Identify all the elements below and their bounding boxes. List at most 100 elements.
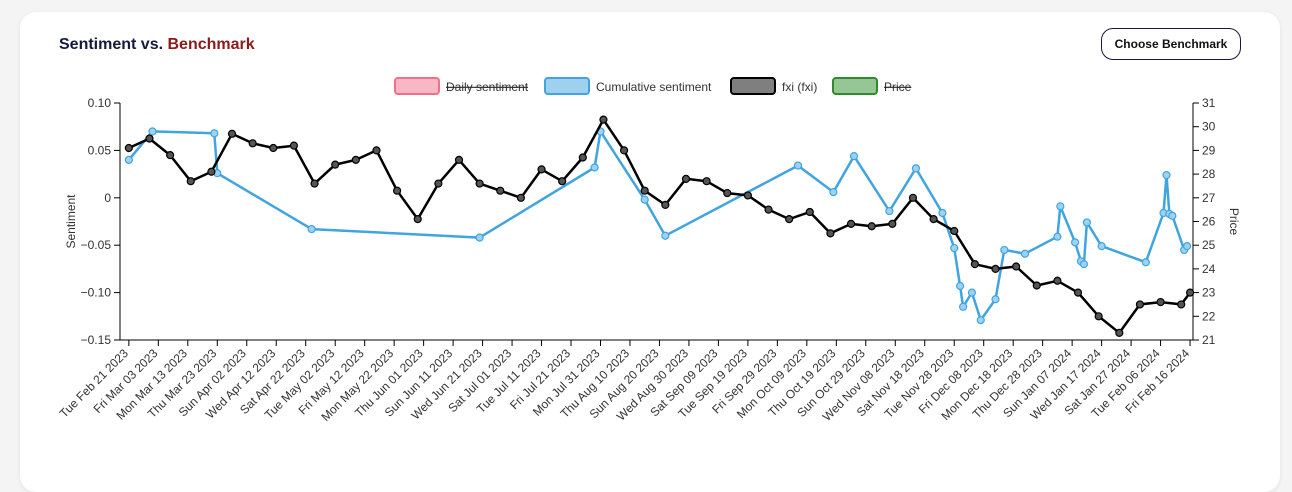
data-point xyxy=(958,302,968,311)
legend-label: fxi (fxi) xyxy=(782,80,817,94)
legend-swatch xyxy=(544,77,590,95)
y-tick-label: 0.10 xyxy=(88,96,112,110)
legend-item[interactable]: fxi (fxi) xyxy=(730,77,817,95)
y2-tick-label: 28 xyxy=(1202,167,1216,181)
data-point xyxy=(145,134,154,143)
data-point xyxy=(372,146,381,155)
data-point xyxy=(1168,211,1177,220)
data-point xyxy=(1000,245,1009,255)
data-point xyxy=(454,155,464,164)
data-point xyxy=(1156,297,1165,307)
chart: 0.10 0.05 0 −0.05 −0.10 −0.15 21 22 23 24 25 26 27 28… xyxy=(57,77,1241,424)
legend-item[interactable]: Cumulative sentiment xyxy=(544,77,712,95)
data-point xyxy=(846,219,856,228)
data-point xyxy=(976,315,985,325)
data-point xyxy=(599,115,608,124)
data-point xyxy=(207,167,216,176)
data-point xyxy=(967,288,977,297)
y-tick-label: −0.05 xyxy=(81,238,112,252)
data-point xyxy=(1053,276,1062,285)
data-point xyxy=(1162,170,1171,180)
data-point xyxy=(661,231,670,240)
data-point xyxy=(1032,281,1041,290)
data-point xyxy=(867,222,876,231)
data-point xyxy=(1070,238,1080,247)
y-tick-label: 0.05 xyxy=(88,143,112,157)
data-point xyxy=(950,243,959,253)
data-point xyxy=(702,177,711,186)
data-point xyxy=(785,215,794,224)
data-point xyxy=(269,143,278,153)
data-point xyxy=(392,186,402,195)
data-point xyxy=(849,151,859,161)
data-point xyxy=(351,155,360,164)
data-point xyxy=(148,127,157,136)
data-point xyxy=(1097,242,1106,251)
title: Sentiment vs. Benchmark xyxy=(59,36,255,54)
legend-label: Daily sentiment xyxy=(446,80,529,94)
data-point xyxy=(885,206,894,216)
y2-tick-label: 24 xyxy=(1202,262,1216,276)
data-point xyxy=(1185,288,1195,297)
y-tick-label: 0 xyxy=(104,191,111,205)
data-point xyxy=(805,207,814,217)
title-text: Sentiment vs. xyxy=(59,36,164,53)
data-point xyxy=(1012,262,1021,271)
title-highlight: Benchmark xyxy=(167,36,255,53)
y2-tick-label: 21 xyxy=(1202,333,1216,347)
y2-axis-title: Price xyxy=(1227,208,1241,236)
data-point xyxy=(1177,300,1186,309)
data-point xyxy=(991,264,1000,273)
data-point xyxy=(681,174,691,183)
data-point xyxy=(826,229,835,238)
y-axis-title: Sentiment xyxy=(64,194,78,249)
data-point xyxy=(1082,218,1091,227)
data-point xyxy=(938,208,947,218)
data-point xyxy=(210,129,219,138)
data-point xyxy=(1056,202,1065,211)
data-point xyxy=(310,179,319,188)
data-point xyxy=(124,155,133,164)
data-point xyxy=(166,151,175,160)
data-point xyxy=(516,193,526,202)
data-point xyxy=(475,179,484,188)
legend-item[interactable]: Price xyxy=(832,77,912,95)
data-point xyxy=(991,295,1000,304)
data-point xyxy=(289,141,299,150)
data-point xyxy=(829,188,838,197)
data-point xyxy=(640,186,649,195)
legend-swatch xyxy=(730,77,776,95)
data-point xyxy=(1079,260,1089,269)
y2-tick-label: 25 xyxy=(1202,238,1216,252)
y2-tick-label: 22 xyxy=(1202,309,1216,323)
data-point xyxy=(970,260,979,269)
y2-tick-label: 23 xyxy=(1202,286,1216,300)
series-line xyxy=(127,130,1189,322)
page: Sentiment vs. Benchmark Choose Benchmark… xyxy=(20,12,1280,492)
data-point xyxy=(793,161,803,170)
data-point xyxy=(307,224,316,234)
data-point xyxy=(956,281,965,291)
data-point xyxy=(950,226,959,236)
legend-label: Cumulative sentiment xyxy=(596,80,712,94)
data-point xyxy=(911,164,921,173)
data-point xyxy=(661,200,670,210)
data-point xyxy=(496,186,505,195)
legend-label: Price xyxy=(884,80,912,94)
chart-card: Sentiment vs. Benchmark Choose Benchmark xyxy=(20,12,1280,492)
y2-tick-label: 30 xyxy=(1202,120,1216,134)
data-point xyxy=(1053,232,1062,241)
data-point xyxy=(227,129,237,138)
data-point xyxy=(764,205,773,214)
data-point xyxy=(743,191,752,200)
data-point xyxy=(908,193,918,202)
y-tick-label: −0.10 xyxy=(81,286,112,300)
legend-swatch xyxy=(832,77,878,95)
data-point xyxy=(1020,249,1030,258)
data-point xyxy=(434,179,443,188)
data-point xyxy=(1183,242,1192,251)
legend-item[interactable]: Daily sentiment xyxy=(394,77,529,95)
data-point xyxy=(1073,288,1083,297)
data-point xyxy=(186,177,195,186)
choose-benchmark-button[interactable]: Choose Benchmark xyxy=(1101,28,1241,60)
